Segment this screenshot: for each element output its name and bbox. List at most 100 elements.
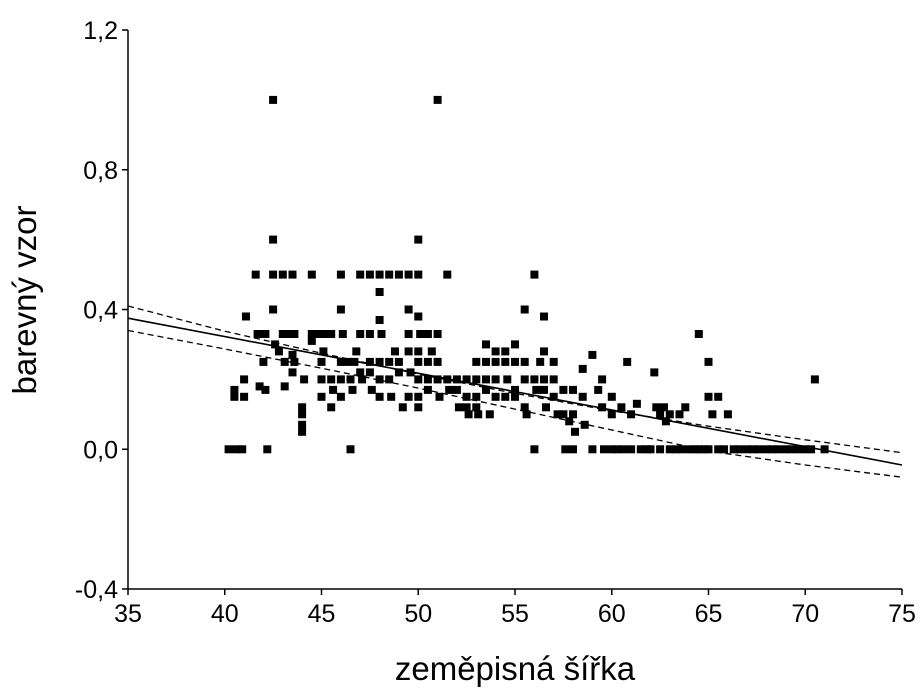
data-point <box>259 357 268 366</box>
data-point <box>656 410 665 419</box>
data-point <box>501 347 510 356</box>
data-point <box>435 392 444 401</box>
data-point <box>414 357 423 366</box>
data-point <box>365 330 374 338</box>
x-tick-label: 60 <box>598 600 626 628</box>
data-point <box>594 385 603 394</box>
data-point <box>613 445 622 454</box>
data-point <box>317 330 326 338</box>
data-point <box>540 347 548 356</box>
data-point <box>327 403 336 412</box>
data-point <box>404 270 413 279</box>
data-point <box>571 427 579 436</box>
data-point <box>242 312 250 321</box>
data-point <box>708 410 717 419</box>
data-point <box>464 410 473 419</box>
data-point <box>290 357 299 366</box>
data-point <box>588 445 597 454</box>
data-point <box>735 445 744 454</box>
data-point <box>365 368 374 377</box>
data-point <box>569 410 577 419</box>
data-point <box>754 445 763 454</box>
data-point <box>569 445 577 454</box>
data-point <box>820 445 829 454</box>
data-point <box>781 445 790 454</box>
data-point <box>462 403 471 412</box>
data-point <box>501 357 510 366</box>
data-point <box>578 364 587 373</box>
data-point <box>723 410 732 419</box>
data-point <box>336 270 345 279</box>
data-point <box>404 347 413 356</box>
data-point <box>452 385 461 394</box>
y-tick-label: 0,0 <box>83 436 118 464</box>
data-point <box>423 357 432 366</box>
data-point <box>474 410 483 419</box>
data-point <box>375 316 384 324</box>
data-point <box>423 330 432 338</box>
data-point <box>307 336 316 345</box>
data-point <box>454 403 463 412</box>
data-point <box>491 375 500 384</box>
data-point <box>520 305 529 314</box>
data-point <box>762 445 771 454</box>
data-point <box>511 357 519 366</box>
data-point <box>414 403 423 412</box>
data-point <box>414 392 423 401</box>
data-point <box>652 403 661 412</box>
data-point <box>404 392 413 401</box>
y-tick-label: 1,2 <box>83 17 118 45</box>
confidence-band-upper <box>127 305 903 454</box>
data-point <box>553 410 562 419</box>
data-point <box>433 375 442 384</box>
data-point <box>482 340 490 349</box>
data-point <box>588 350 597 359</box>
data-point <box>375 392 384 401</box>
data-point <box>346 445 355 454</box>
data-point <box>398 403 407 412</box>
x-tick-label: 50 <box>404 600 432 628</box>
data-point <box>511 340 519 349</box>
x-tick-label: 45 <box>308 600 336 628</box>
data-point <box>580 420 589 429</box>
data-point <box>627 445 636 454</box>
data-point <box>394 270 403 279</box>
data-point <box>549 375 558 384</box>
data-point <box>491 392 500 401</box>
data-point <box>569 385 577 394</box>
data-point <box>532 385 541 394</box>
data-point <box>433 357 442 366</box>
data-point <box>491 347 500 356</box>
data-point <box>482 375 490 384</box>
data-point <box>336 357 345 366</box>
data-point <box>414 312 423 321</box>
data-point <box>269 305 278 314</box>
data-point <box>346 375 355 384</box>
data-point <box>255 382 264 391</box>
data-point <box>230 392 239 401</box>
data-point <box>607 410 616 419</box>
data-point <box>600 445 608 454</box>
data-point <box>427 347 436 356</box>
data-point <box>530 270 539 279</box>
data-point <box>240 375 249 384</box>
x-tick-label: 40 <box>211 600 239 628</box>
x-axis-title: zeměpisná šířka <box>395 650 636 687</box>
data-point <box>462 375 471 384</box>
data-point <box>598 375 607 384</box>
data-point <box>511 392 519 401</box>
data-point <box>280 357 289 366</box>
data-point <box>549 357 558 366</box>
data-point <box>503 375 512 384</box>
data-point <box>665 445 674 454</box>
data-point <box>269 95 278 104</box>
data-point <box>414 235 423 244</box>
data-point <box>261 330 270 338</box>
data-point <box>675 410 684 419</box>
data-point <box>336 392 345 401</box>
data-point <box>375 270 384 279</box>
x-tick-label: 65 <box>695 600 723 628</box>
data-point <box>482 385 490 394</box>
data-point <box>729 445 738 454</box>
data-point <box>365 270 374 279</box>
